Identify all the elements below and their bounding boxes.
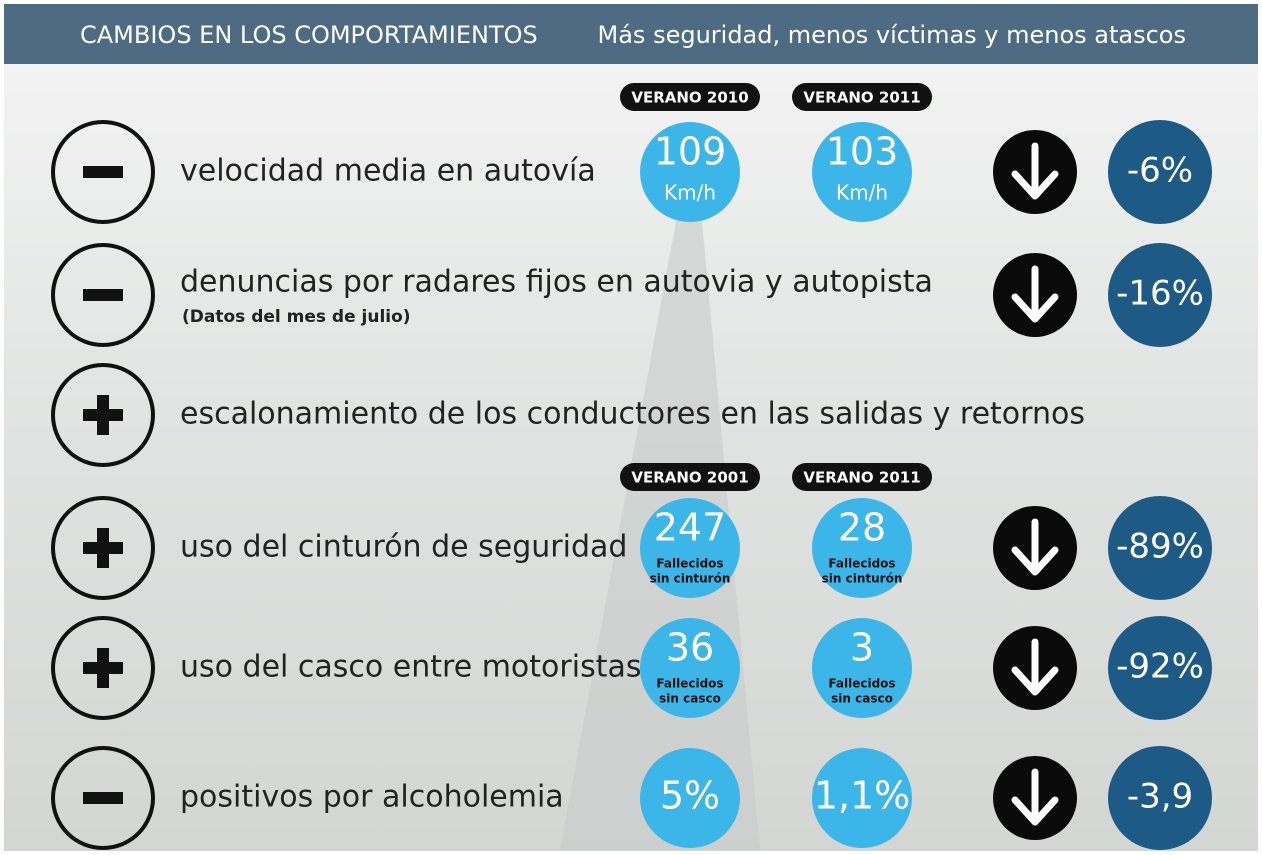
value-number: 5% [660,774,720,818]
value-unit: sin casco [831,692,893,706]
change-value: -3,9 [1127,777,1193,817]
row-label: uso del cinturón de seguridad [180,530,627,565]
change-value: -6% [1127,151,1193,191]
sign-bar [83,166,123,178]
value-unit: Fallecidos [828,677,895,691]
period-label: VERANO 2011 [803,89,920,107]
value-number: 36 [666,626,714,670]
infographic: CAMBIOS EN LOS COMPORTAMIENTOS Más segur… [0,0,1262,855]
value-unit: Fallecidos [828,557,895,571]
row-label: uso del casco entre motoristas [180,650,641,685]
period-label: VERANO 2001 [631,469,748,487]
value-number: 109 [654,130,727,174]
change-value: -16% [1116,274,1204,314]
value-unit: sin casco [659,692,721,706]
row-note: (Datos del mes de julio) [182,307,411,327]
sign-bar [97,528,109,568]
sign-bar [97,395,109,435]
row-label: escalonamiento de los conductores en las… [180,397,1085,432]
value-unit: sin cinturón [650,572,731,586]
row-label: denuncias por radares fijos en autovia y… [180,265,933,300]
sign-bar [83,792,123,804]
change-value: -89% [1116,527,1204,567]
value-number: 3 [850,626,874,670]
value-number: 28 [838,506,886,550]
value-unit: Fallecidos [656,677,723,691]
value-number: 247 [654,506,727,550]
row-label: positivos por alcoholemia [180,780,564,815]
value-unit: sin cinturón [822,572,903,586]
period-label: VERANO 2010 [631,89,748,107]
value-number: 103 [826,130,899,174]
value-number: 1,1% [814,774,911,818]
value-unit: Km/h [836,181,888,205]
sign-bar [97,648,109,688]
value-unit: Km/h [664,181,716,205]
change-value: -92% [1116,647,1204,687]
sign-bar [83,289,123,301]
row-label: velocidad media en autovía [180,154,596,189]
header-subtitle: Más seguridad, menos víctimas y menos at… [598,21,1186,49]
period-label: VERANO 2011 [803,469,920,487]
value-unit: Fallecidos [656,557,723,571]
header-title: CAMBIOS EN LOS COMPORTAMIENTOS [80,21,538,49]
